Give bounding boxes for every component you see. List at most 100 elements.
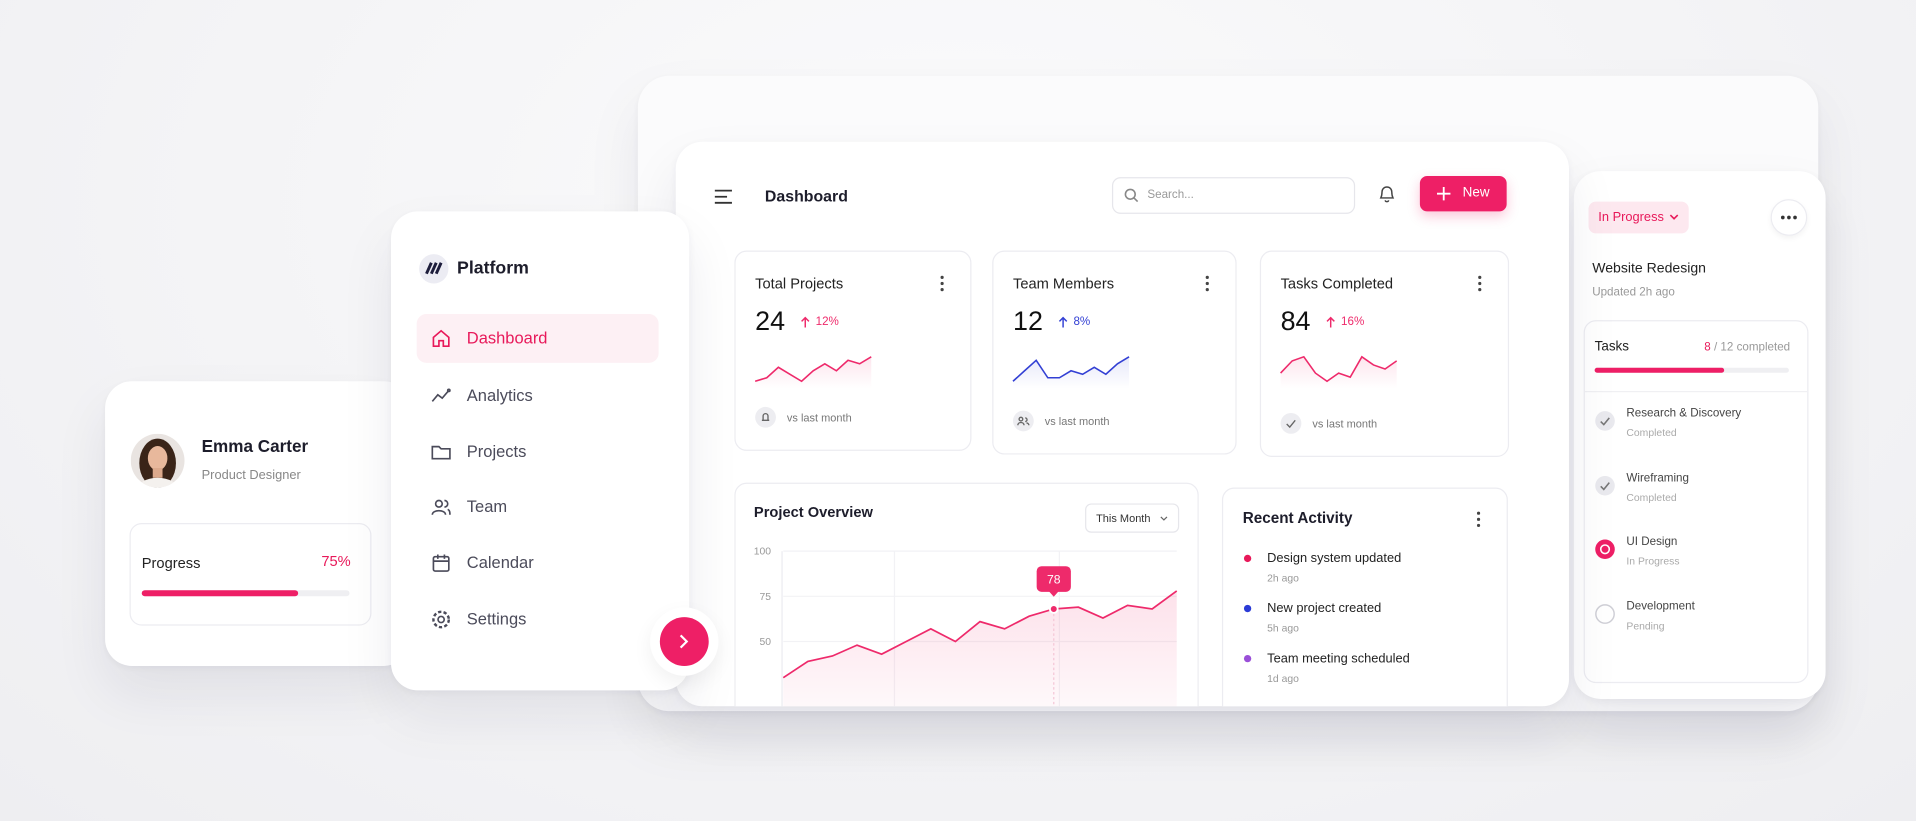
sparkline-line (1280, 355, 1398, 383)
search-box[interactable]: Search... (1111, 177, 1356, 214)
project-panel: In Progress Website Redesign Updated 2h … (1573, 171, 1826, 699)
arrow-up-icon (1327, 316, 1336, 327)
task-status: Completed (1626, 426, 1677, 439)
nav-label: Settings (466, 609, 527, 629)
profile-role: Product Designer (201, 468, 301, 483)
kebab-icon[interactable] (1477, 275, 1482, 292)
stat-footer: vs last month (1044, 415, 1110, 428)
arrow (1059, 316, 1068, 327)
sparkline-area (755, 356, 872, 389)
more-button[interactable] (1770, 199, 1808, 236)
activity-dot (1243, 654, 1252, 663)
overview-card: Project Overview This Month 50 75 100 78 (734, 482, 1199, 707)
nav-icon (432, 610, 451, 629)
icon-bg (1595, 539, 1615, 560)
plus-icon (1437, 186, 1451, 201)
tasks-title: Tasks (1594, 339, 1629, 355)
task-status: In Progress (1626, 554, 1680, 567)
nav-icon (431, 445, 451, 460)
task-status-icon (1595, 475, 1615, 495)
stat-title: Total Projects (755, 274, 844, 293)
task-status-icon (1595, 539, 1615, 560)
bell-icon[interactable] (1378, 185, 1395, 205)
status-pill[interactable]: In Progress (1588, 201, 1689, 234)
nav-item[interactable]: Calendar (417, 539, 659, 588)
project-name: Website Redesign (1592, 261, 1706, 277)
y-tick-label: 50 (759, 637, 771, 648)
nav-icon (432, 329, 450, 348)
tooltip-box (1036, 566, 1071, 592)
nav-icon (432, 554, 450, 572)
stat-value: 12 (1012, 305, 1043, 337)
stat-change: 12% (815, 314, 839, 329)
brand-logo (419, 254, 449, 284)
progress-label: Progress (141, 554, 201, 572)
icon-glyph (1286, 419, 1296, 429)
task-name: UI Design (1626, 535, 1678, 549)
filter-select[interactable]: This Month (1085, 503, 1180, 533)
menu-icon[interactable] (714, 189, 732, 204)
check (1600, 481, 1610, 490)
arrow (801, 316, 811, 327)
highlight-dot (1048, 604, 1059, 614)
status-text: In Progress (1598, 210, 1664, 225)
nav-item[interactable]: Dashboard (416, 314, 659, 363)
line-chart: 50 75 100 78 (754, 547, 1178, 707)
search-placeholder: Search... (1147, 188, 1194, 202)
footer-icon (755, 406, 776, 428)
tooltip-text: 78 (1047, 572, 1061, 586)
new-button-text: New (1462, 185, 1490, 201)
nav-item[interactable]: Analytics (417, 371, 659, 420)
activity-dot (1243, 554, 1252, 563)
progress-fill (141, 590, 298, 597)
activity-card: Recent Activity Design system updated 2h … (1221, 487, 1508, 707)
footer-icon (1280, 413, 1302, 434)
icon-glyph (761, 412, 770, 422)
arrow (1327, 316, 1336, 327)
stat-change: 8% (1073, 314, 1091, 329)
page-title: Dashboard (764, 186, 848, 206)
task-status-icon (1595, 603, 1615, 624)
profile-card: Emma Carter Product Designer Progress 75… (105, 381, 411, 666)
task-name: Wireframing (1626, 471, 1689, 485)
nav-label: Team (466, 497, 508, 516)
next-button[interactable] (650, 607, 719, 676)
tasks-count: 8 / 12 completed (1704, 341, 1790, 354)
nav-icon (431, 388, 451, 402)
activity-title: Recent Activity (1242, 509, 1353, 527)
sparkline (1012, 356, 1130, 389)
stat-title: Tasks Completed (1280, 274, 1394, 293)
icon-bg (1595, 475, 1615, 495)
stat-change: 16% (1341, 314, 1365, 329)
sparkline-area (1280, 356, 1397, 389)
nav-label: Projects (466, 442, 527, 461)
kebab-icon[interactable] (1205, 275, 1210, 292)
avatar (130, 433, 185, 488)
sparkline-line (754, 356, 872, 383)
kebab-icon[interactable] (940, 275, 945, 292)
nav-label: Dashboard (466, 328, 548, 348)
activity-time: 2h ago (1267, 571, 1299, 585)
tooltip-tip (1048, 591, 1059, 597)
dashboard-card: Dashboard Search... New Project Overview… (675, 141, 1569, 707)
nav-item[interactable]: Team (417, 483, 659, 532)
nav-icon (431, 499, 451, 516)
icon-bg (1595, 411, 1615, 431)
nav-item[interactable]: Settings (417, 595, 659, 644)
stat-value: 24 (755, 305, 786, 337)
profile-name: Emma Carter (201, 436, 309, 456)
sidebar-card: Platform Dashboard Analytics Projects Team C… (391, 211, 690, 691)
kebab-icon[interactable] (1476, 511, 1481, 528)
nav-item[interactable]: Projects (417, 428, 659, 477)
stat-card: Tasks Completed 84 16% vs last month (1259, 250, 1510, 458)
stat-row: 24 12% (755, 305, 839, 337)
task-name: Research & Discovery (1626, 406, 1742, 421)
sparkline-area (1012, 356, 1130, 389)
sparkline (754, 356, 872, 389)
task-status: Pending (1626, 618, 1665, 632)
new-button[interactable]: New (1419, 175, 1507, 212)
icon-bg (1012, 410, 1034, 432)
nav-label: Analytics (466, 386, 533, 405)
task-name: Development (1626, 599, 1695, 613)
